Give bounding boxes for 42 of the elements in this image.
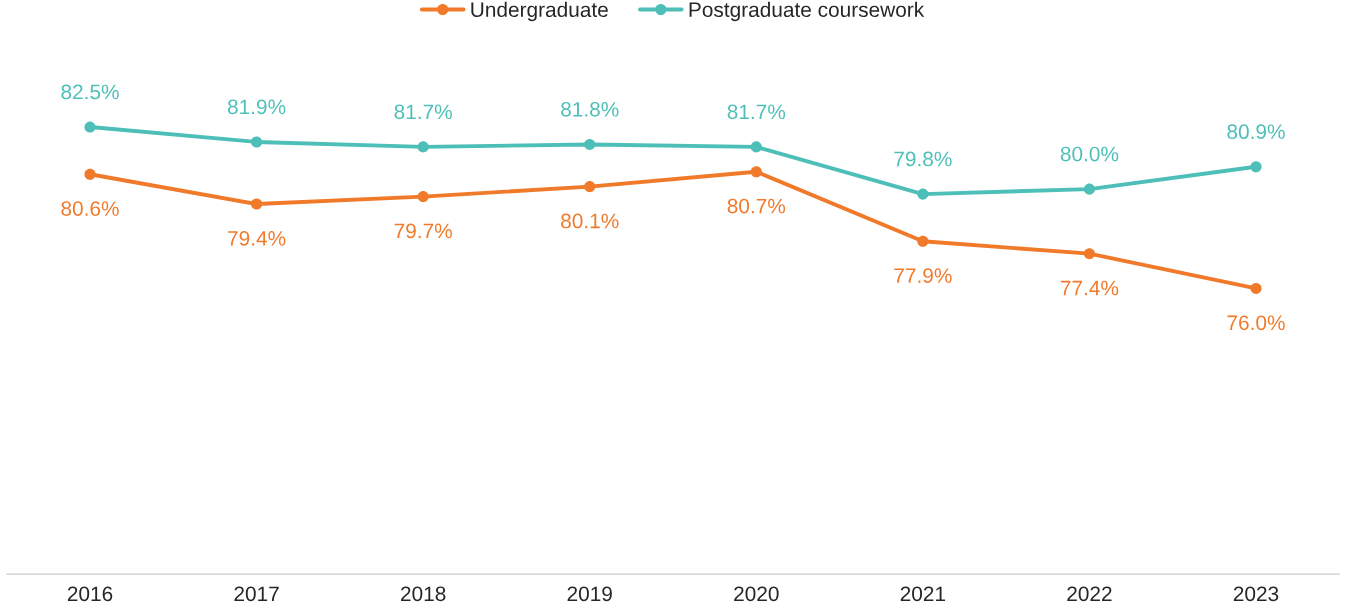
legend-label: Undergraduate (471, 1, 608, 22)
x-tick-label: 2023 (1233, 586, 1279, 602)
data-label: 81.7% (727, 104, 786, 120)
point (251, 136, 263, 148)
data-label: 79.4% (228, 230, 286, 246)
point (750, 166, 762, 178)
point (84, 168, 96, 180)
data-label: 79.8% (894, 151, 952, 167)
data-label: 80.1% (561, 213, 619, 229)
point (1083, 183, 1095, 195)
data-label: 81.8% (561, 101, 619, 117)
point (584, 138, 596, 150)
x-tick-label: 2021 (900, 586, 946, 602)
point (917, 235, 929, 247)
x-tick-label: 2020 (734, 586, 779, 602)
point (584, 181, 596, 193)
data-label: 80.7% (727, 198, 786, 214)
point (750, 141, 762, 153)
x-tick-label: 2017 (234, 586, 279, 602)
point (917, 188, 929, 200)
point (1250, 161, 1262, 173)
x-tick-label: 2022 (1067, 586, 1112, 602)
data-label: 77.4% (1060, 280, 1119, 296)
data-label: 80.9% (1227, 124, 1285, 140)
point (417, 191, 429, 203)
data-label: 81.7% (394, 104, 452, 120)
data-label: 80.6% (61, 201, 119, 216)
point (417, 141, 429, 153)
point (84, 121, 96, 133)
point (1083, 248, 1095, 260)
data-label: 80.0% (1060, 146, 1119, 162)
point (1250, 282, 1262, 294)
data-label: 81.9% (227, 99, 286, 115)
x-tick-label: 2016 (67, 586, 113, 602)
legend-label: Postgraduate coursework (689, 1, 925, 22)
x-tick-label: 2018 (401, 586, 446, 602)
data-label: 79.7% (394, 223, 452, 239)
data-label: 76.0% (1227, 315, 1285, 331)
point (251, 198, 263, 210)
x-tick-label: 2019 (567, 586, 612, 602)
data-label: 82.5% (61, 84, 119, 100)
data-label: 77.9% (894, 268, 952, 283)
